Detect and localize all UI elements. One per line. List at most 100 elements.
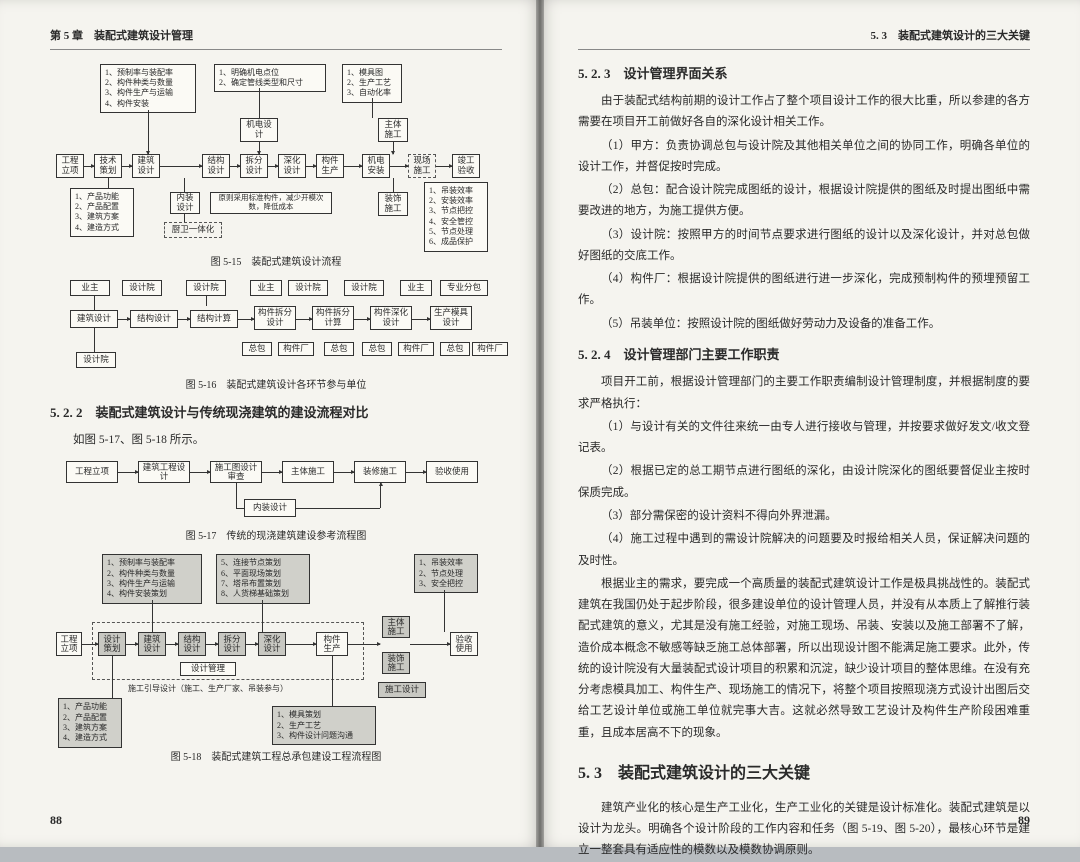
- box: 现场施工: [408, 154, 436, 178]
- b: 构件深化设计: [370, 306, 412, 330]
- b: 总包: [242, 342, 272, 356]
- b: 设计院: [122, 280, 162, 296]
- box: 工程立项: [56, 154, 84, 178]
- li: 2、产品配置: [63, 713, 117, 723]
- b: 验收使用: [426, 461, 478, 483]
- p: 项目开工前，根据设计管理部门的主要工作职责编制设计管理制度，并根据制度的要求严格…: [578, 372, 1030, 415]
- li: 3、安全把控: [419, 579, 473, 589]
- book-spine: [536, 0, 544, 847]
- caption-5-16: 图 5-16 装配式建筑设计各环节参与单位: [50, 378, 502, 393]
- box: 技术策划: [94, 154, 122, 178]
- diagram-5-18: 1、预制率与装配率 2、构件种类与数量 3、构件生产与运输 4、构件安装策划 5…: [56, 554, 496, 744]
- list: 1、吊装效率 2、节点处理 3、安全把控: [414, 554, 478, 593]
- list-prefab: 1、预制率与装配率 2、构件种类与数量 3、构件生产与运输 4、构件安装: [100, 64, 196, 114]
- p: （1）甲方：负责协调总包与设计院及其他相关单位之间的协同工作，明确各单位的设计工…: [578, 136, 1030, 179]
- box: 结构设计: [202, 154, 230, 178]
- p: （4）构件厂：根据设计院提供的图纸进行进一步深化，完成预制构件的预埋预留工作。: [578, 269, 1030, 312]
- b: 构件拆分设计: [254, 306, 296, 330]
- sec-5-2-4-title: 5. 2. 4 设计管理部门主要工作职责: [578, 345, 1030, 365]
- b: 构件生产: [316, 632, 348, 656]
- li: 2、生产工艺: [347, 78, 397, 88]
- diagram-5-17: 工程立项 建筑工程设计 施工图设计审查 主体施工 装修施工 验收使用 内装设计: [66, 461, 486, 523]
- b: 设计院: [344, 280, 384, 296]
- p: 根据业主的需求，要完成一个高质量的装配式建筑设计工作是极具挑战性的。装配式建筑在…: [578, 574, 1030, 744]
- li: 4、建造方式: [75, 223, 129, 233]
- b: 装饰施工: [382, 652, 410, 674]
- li: 2、确定管线类型和尺寸: [219, 78, 321, 88]
- b: 业主: [250, 280, 282, 296]
- b: 建筑工程设计: [138, 461, 190, 483]
- running-head-right: 5. 3 装配式建筑设计的三大关键: [578, 28, 1030, 50]
- p: （5）吊装单位：按照设计院的图纸做好劳动力及设备的准备工作。: [578, 314, 1030, 335]
- b: 业主: [400, 280, 432, 296]
- li: 4、构件安装策划: [107, 589, 197, 599]
- b: 施工设计: [378, 682, 426, 698]
- box-note: 原则采用标准构件，减少开模次数，降低成本: [210, 192, 332, 214]
- b: 总包: [324, 342, 354, 356]
- b: 专业分包: [440, 280, 488, 296]
- list: 5、连接节点策划 6、平面现场策划 7、塔吊布置策划 8、人货梯基础策划: [216, 554, 310, 604]
- running-head-left: 第 5 章 装配式建筑设计管理: [50, 28, 502, 50]
- box-main-const: 主体施工: [378, 118, 408, 142]
- list-func: 1、产品功能 2、产品配置 3、建筑方案 4、建造方式: [70, 188, 134, 238]
- li: 1、产品功能: [63, 702, 117, 712]
- li: 4、构件安装: [105, 99, 191, 109]
- p: 由于装配式结构前期的设计工作占了整个项目设计工作的很大比重，所以参建的各方需要在…: [578, 91, 1030, 134]
- li: 1、预制率与装配率: [107, 558, 197, 568]
- list: 1、产品功能 2、产品配置 3、建筑方案 4、建造方式: [58, 698, 122, 748]
- li: 4、安全管控: [429, 217, 483, 227]
- li: 3、构件生产与运输: [105, 88, 191, 98]
- b: 设计院: [76, 352, 116, 368]
- b: 设计策划: [98, 632, 126, 656]
- p: 建筑产业化的核心是生产工业化，生产工业化的关键是设计标准化。装配式建筑是以设计为…: [578, 798, 1030, 862]
- b: 深化设计: [258, 632, 286, 656]
- li: 2、构件种类与数量: [107, 569, 197, 579]
- b: 主体施工: [282, 461, 334, 483]
- li: 2、构件种类与数量: [105, 78, 191, 88]
- caption-5-17: 图 5-17 传统的现浇建筑建设参考流程图: [50, 529, 502, 544]
- box: 深化设计: [278, 154, 306, 178]
- b: 工程立项: [66, 461, 118, 483]
- b: 构件厂: [278, 342, 314, 356]
- li: 4、建造方式: [63, 733, 117, 743]
- b: 施工图设计审查: [210, 461, 262, 483]
- box-kitchen: 厨卫一体化: [164, 222, 222, 238]
- page-num-right: 89: [1018, 811, 1030, 829]
- b: 验收使用: [450, 632, 478, 656]
- b: 建筑设计: [70, 310, 118, 328]
- li: 3、节点把控: [429, 206, 483, 216]
- sec-5-3-title: 5. 3 装配式建筑设计的三大关键: [578, 762, 1030, 786]
- li: 2、产品配置: [75, 202, 129, 212]
- p: （2）总包：配合设计院完成图纸的设计，根据设计院提供的图纸及时提出图纸中需要改进…: [578, 180, 1030, 223]
- b: 建筑设计: [138, 632, 166, 656]
- list-mech: 1、明确机电点位 2、确定管线类型和尺寸: [214, 64, 326, 93]
- b: 构件厂: [472, 342, 508, 356]
- b: 总包: [440, 342, 470, 356]
- intro-5-17-18: 如图 5-17、图 5-18 所示。: [50, 430, 502, 451]
- caption-5-18: 图 5-18 装配式建筑工程总承包建设工程流程图: [50, 750, 502, 765]
- li: 1、模具策划: [277, 710, 371, 720]
- guide-text: 施工引导设计（施工、生产厂家、吊装参与）: [128, 684, 288, 693]
- li: 2、安装效率: [429, 196, 483, 206]
- b: 结构设计: [130, 310, 178, 328]
- li: 1、模具图: [347, 68, 397, 78]
- b: 业主: [70, 280, 110, 296]
- page-num-left: 88: [50, 811, 62, 829]
- box-decor: 装饰施工: [378, 192, 408, 216]
- p: （4）施工过程中遇到的需设计院解决的问题要及时报给相关人员，保证解决问题的及时性…: [578, 529, 1030, 572]
- list-hoist: 1、吊装效率 2、安装效率 3、节点把控 4、安全管控 5、节点处理 6、成品保…: [424, 182, 488, 252]
- li: 5、节点处理: [429, 227, 483, 237]
- li: 5、连接节点策划: [221, 558, 305, 568]
- sec-5-2-2-title: 5. 2. 2 装配式建筑设计与传统现浇建筑的建设流程对比: [50, 403, 502, 423]
- li: 3、建筑方案: [75, 212, 129, 222]
- li: 7、塔吊布置策划: [221, 579, 305, 589]
- list: 1、模具策划 2、生产工艺 3、构件设计问题沟通: [272, 706, 376, 745]
- box: 构件生产: [316, 154, 344, 178]
- li: 3、构件生产与运输: [107, 579, 197, 589]
- left-page: 第 5 章 装配式建筑设计管理 1、预制率与装配率 2、构件种类与数量 3、构件…: [0, 0, 540, 847]
- b: 结构设计: [178, 632, 206, 656]
- b: 总包: [362, 342, 392, 356]
- box: 机电安装: [362, 154, 390, 178]
- b: 生产模具设计: [430, 306, 472, 330]
- b: 工程立项: [56, 632, 82, 656]
